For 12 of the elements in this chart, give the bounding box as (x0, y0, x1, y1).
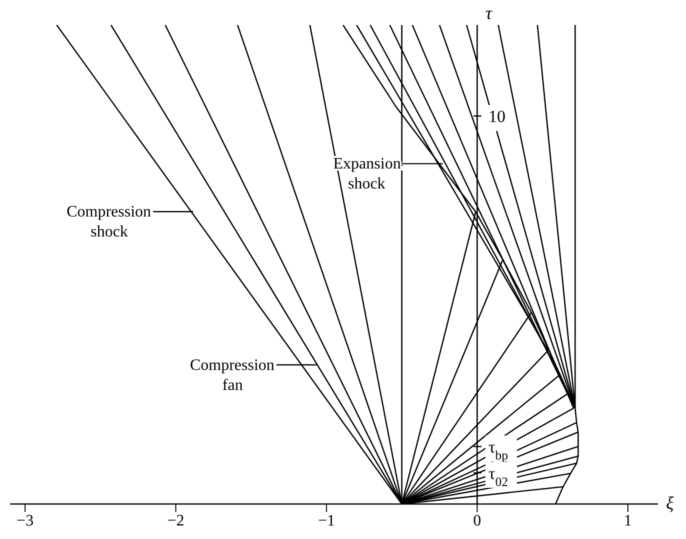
annotation: Compression shock (66, 204, 152, 241)
annotation: τ$_{02}$ (488, 464, 508, 489)
y-axis-title: τ (485, 3, 492, 23)
x-tick-label: −1 (318, 512, 335, 530)
x-tick-label: 0 (473, 512, 482, 530)
annotation: 10 (488, 106, 506, 126)
x-axis-title: ξ (666, 493, 674, 513)
x-tick-label: −2 (167, 512, 184, 530)
annotation: Compression fan (190, 356, 274, 394)
x-tick-label: 1 (624, 512, 632, 530)
annotation: τ$_{bp}$ (488, 437, 508, 462)
x-tick-label: −3 (16, 512, 34, 530)
